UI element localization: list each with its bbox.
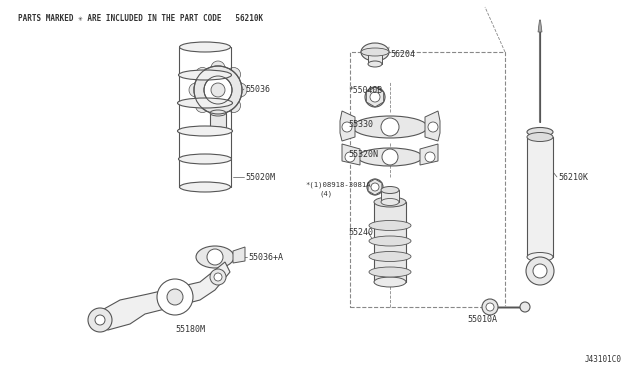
Circle shape <box>207 249 223 265</box>
Polygon shape <box>368 179 382 195</box>
Bar <box>210 113 226 130</box>
Circle shape <box>365 87 385 107</box>
Circle shape <box>211 83 225 97</box>
Ellipse shape <box>374 197 406 207</box>
Ellipse shape <box>177 98 232 108</box>
Ellipse shape <box>179 154 232 164</box>
Text: 55330: 55330 <box>348 119 373 128</box>
Text: 56210K: 56210K <box>558 173 588 182</box>
Circle shape <box>526 257 554 285</box>
Circle shape <box>204 76 232 104</box>
Circle shape <box>214 273 222 281</box>
Circle shape <box>227 67 241 81</box>
Ellipse shape <box>361 48 389 56</box>
Ellipse shape <box>527 132 553 141</box>
Circle shape <box>425 152 435 162</box>
Bar <box>350 52 505 307</box>
Circle shape <box>95 315 105 325</box>
Ellipse shape <box>179 70 232 80</box>
Ellipse shape <box>374 277 406 287</box>
Circle shape <box>342 122 352 132</box>
Text: 56204: 56204 <box>390 49 415 58</box>
Circle shape <box>370 92 380 102</box>
Circle shape <box>482 299 498 315</box>
Circle shape <box>520 302 530 312</box>
Circle shape <box>210 269 226 285</box>
Text: 55010A: 55010A <box>467 315 497 324</box>
Polygon shape <box>420 144 438 165</box>
Ellipse shape <box>369 267 411 277</box>
Circle shape <box>195 67 209 81</box>
Circle shape <box>189 83 203 97</box>
Ellipse shape <box>369 251 411 262</box>
Text: 55320N: 55320N <box>348 150 378 158</box>
Ellipse shape <box>381 186 399 193</box>
Circle shape <box>381 118 399 136</box>
Circle shape <box>428 122 438 132</box>
Ellipse shape <box>353 116 428 138</box>
Text: 55180M: 55180M <box>175 326 205 334</box>
Bar <box>527 137 553 257</box>
Text: 55020M: 55020M <box>245 173 275 182</box>
Circle shape <box>486 303 494 311</box>
Circle shape <box>233 83 247 97</box>
Polygon shape <box>425 111 440 141</box>
Ellipse shape <box>179 182 230 192</box>
Ellipse shape <box>210 127 226 133</box>
Text: *55040B: *55040B <box>348 86 382 94</box>
Polygon shape <box>90 262 230 330</box>
Ellipse shape <box>381 199 399 205</box>
Ellipse shape <box>369 221 411 231</box>
Ellipse shape <box>368 61 382 67</box>
Ellipse shape <box>531 128 549 135</box>
Circle shape <box>367 179 383 195</box>
Text: *(1)08918-3081A: *(1)08918-3081A <box>305 182 371 188</box>
Ellipse shape <box>210 110 226 116</box>
Bar <box>368 52 382 64</box>
Text: 55240: 55240 <box>348 228 373 237</box>
Circle shape <box>345 152 355 162</box>
Polygon shape <box>340 111 355 141</box>
Circle shape <box>382 149 398 165</box>
Polygon shape <box>233 247 245 263</box>
Circle shape <box>88 308 112 332</box>
Ellipse shape <box>369 236 411 246</box>
Ellipse shape <box>531 208 549 215</box>
Bar <box>531 132 549 212</box>
Text: 55036: 55036 <box>245 84 270 93</box>
Ellipse shape <box>527 128 553 137</box>
Ellipse shape <box>527 253 553 262</box>
Circle shape <box>194 66 242 114</box>
Circle shape <box>533 264 547 278</box>
Ellipse shape <box>361 43 389 61</box>
Text: 55036+A: 55036+A <box>248 253 283 262</box>
Text: PARTS MARKED ✳ ARE INCLUDED IN THE PART CODE   56210K: PARTS MARKED ✳ ARE INCLUDED IN THE PART … <box>18 14 263 23</box>
Circle shape <box>195 99 209 113</box>
Circle shape <box>211 105 225 119</box>
Circle shape <box>167 289 183 305</box>
Ellipse shape <box>177 126 232 136</box>
Polygon shape <box>538 20 542 32</box>
Polygon shape <box>366 87 383 107</box>
Circle shape <box>227 99 241 113</box>
Polygon shape <box>342 144 360 165</box>
Circle shape <box>157 279 193 315</box>
Bar <box>374 202 406 282</box>
Bar <box>381 190 399 202</box>
Ellipse shape <box>179 42 230 52</box>
Ellipse shape <box>358 148 422 166</box>
Text: (4): (4) <box>320 191 333 197</box>
Circle shape <box>371 183 379 191</box>
Circle shape <box>211 61 225 75</box>
Text: J43101C0: J43101C0 <box>585 355 622 364</box>
Circle shape <box>371 183 379 191</box>
Ellipse shape <box>196 246 234 268</box>
Circle shape <box>370 92 380 102</box>
